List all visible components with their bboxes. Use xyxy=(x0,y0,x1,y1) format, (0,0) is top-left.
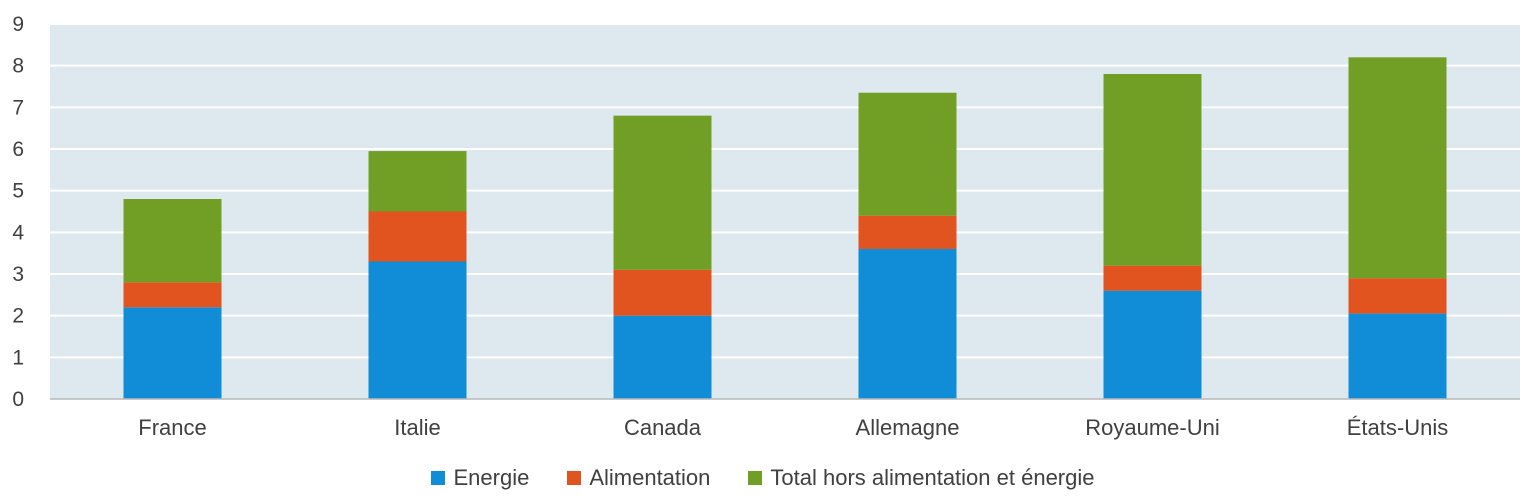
x-tick-label: Allemagne xyxy=(856,415,960,440)
y-tick-label: 5 xyxy=(12,180,24,203)
axes: 0 1 2 3 4 5 6 7 8 9 France Italie Canada Allemagne Roy… xyxy=(12,13,1520,440)
x-tick-label: Royaume-Uni xyxy=(1085,415,1220,440)
y-tick-label: 2 xyxy=(12,305,24,328)
legend-swatch-total-hors xyxy=(748,471,763,485)
legend-item-total-hors: Total hors alimentation et énergie xyxy=(748,465,1095,491)
chart-legend: Energie Alimentation Total hors alimenta… xyxy=(0,461,1526,495)
bar-segment-energie-1 xyxy=(368,261,467,399)
bar-segment-alimentation-2 xyxy=(613,269,712,316)
bar-segment-total-hors-0 xyxy=(123,199,222,283)
legend-item-alimentation: Alimentation xyxy=(567,465,710,491)
legend-item-energie: Energie xyxy=(431,465,529,491)
legend-swatch-energie xyxy=(431,471,446,485)
y-tick-label: 8 xyxy=(12,55,24,78)
bar-segment-energie-3 xyxy=(858,249,957,399)
bar-segment-alimentation-1 xyxy=(368,211,467,262)
y-tick-label: 7 xyxy=(12,96,24,119)
y-tick-label: 6 xyxy=(12,138,24,161)
legend-label-total-hors: Total hors alimentation et énergie xyxy=(770,465,1095,490)
x-tick-label: Italie xyxy=(394,415,440,440)
bar-segment-total-hors-5 xyxy=(1348,57,1447,279)
legend-label-energie: Energie xyxy=(453,465,530,490)
x-tick-label: États-Unis xyxy=(1347,415,1448,440)
bar-segment-energie-0 xyxy=(123,307,222,399)
y-tick-label: 4 xyxy=(12,221,24,244)
bar-segment-alimentation-4 xyxy=(1103,265,1202,291)
x-tick-label: France xyxy=(138,415,206,440)
bar-segment-energie-2 xyxy=(613,315,712,399)
gridlines xyxy=(50,23,1520,359)
plot-area xyxy=(50,24,1520,399)
y-tick-label: 3 xyxy=(12,263,24,286)
bar-segment-total-hors-2 xyxy=(613,115,712,270)
y-tick-label: 9 xyxy=(12,13,24,36)
bar-segment-energie-5 xyxy=(1348,313,1447,399)
bar-segment-energie-4 xyxy=(1103,290,1202,399)
x-tick-label: Canada xyxy=(624,415,702,440)
legend-label-alimentation: Alimentation xyxy=(589,465,711,490)
bar-segment-total-hors-1 xyxy=(368,151,467,212)
bar-segment-alimentation-5 xyxy=(1348,278,1447,314)
bar-segment-alimentation-3 xyxy=(858,215,957,249)
legend-swatch-alimentation xyxy=(567,471,582,485)
bar-segment-total-hors-4 xyxy=(1103,74,1202,266)
bar-segment-total-hors-3 xyxy=(858,92,957,216)
bar-segment-alimentation-0 xyxy=(123,282,222,308)
y-tick-label: 1 xyxy=(12,346,24,369)
y-tick-label: 0 xyxy=(12,388,24,411)
bars xyxy=(123,57,1447,399)
